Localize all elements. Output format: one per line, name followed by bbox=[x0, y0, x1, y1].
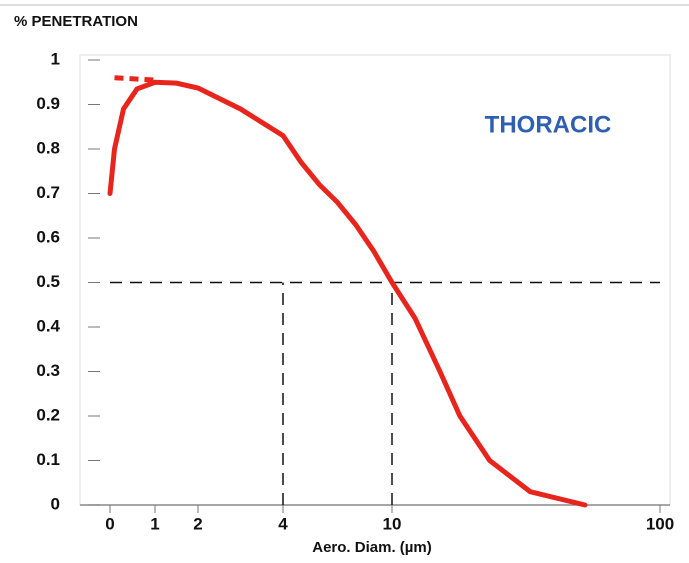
y-tick-label: 0.2 bbox=[36, 405, 60, 424]
y-tick-label: 0.8 bbox=[36, 138, 60, 157]
x-tick-label: 0 bbox=[105, 514, 114, 533]
x-tick-label: 2 bbox=[193, 514, 202, 533]
y-tick-label: 0.6 bbox=[36, 227, 60, 246]
y-tick-label: 0.3 bbox=[36, 361, 60, 380]
line-series bbox=[114, 75, 156, 83]
x-tick-label: 4 bbox=[278, 514, 288, 533]
y-tick-label: 0.7 bbox=[36, 183, 60, 202]
x-axis-label: Aero. Diam. (µm) bbox=[312, 539, 432, 556]
y-tick-label: 0.4 bbox=[36, 316, 60, 335]
x-tick-label: 10 bbox=[383, 514, 402, 533]
y-tick-label: 0.9 bbox=[36, 94, 60, 113]
y-tick-label: 0.1 bbox=[36, 450, 60, 469]
x-tick-label: 100 bbox=[646, 514, 674, 533]
y-tick-label: 0 bbox=[51, 494, 60, 513]
y-axis-label: % PENETRATION bbox=[14, 13, 138, 30]
y-tick-label: 1 bbox=[51, 49, 60, 68]
x-tick-label: 1 bbox=[150, 514, 159, 533]
annotation: THORACIC bbox=[485, 111, 612, 138]
y-tick-label: 0.5 bbox=[36, 272, 60, 291]
line-series bbox=[107, 79, 588, 508]
